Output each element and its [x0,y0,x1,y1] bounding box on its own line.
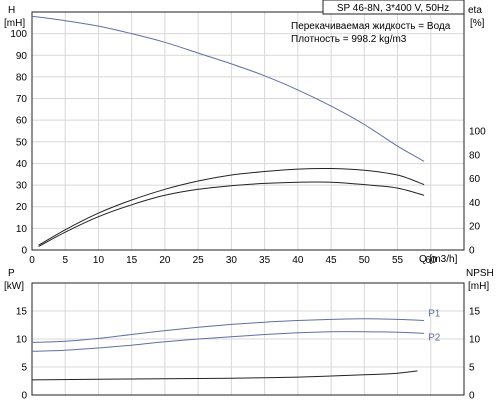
power-npsh-chart: P1 P2 0 5 10 15 0 5 10 15 P [kW] NPSH [mH] [4,268,494,400]
top-tick-labels: 0 5 10 15 20 25 30 35 40 45 50 55 60 0 10 20 30 40 50 60 70 8… [10,29,486,266]
chart-title-box [322,0,465,15]
npsh-axis-unit: [mH] [468,281,489,292]
efficiency-curve [38,181,425,247]
h-axis-label: H [8,5,15,16]
eta-tick-label: 100 [469,127,486,138]
top-gridlines [32,12,464,250]
x-tick-label: 60 [425,255,437,266]
h-tick-label: 20 [16,202,28,213]
x-axis-label: Q [m3/h] [419,254,458,265]
x-tick-label: 55 [392,255,404,266]
x-tick-label: 10 [93,255,105,266]
h-tick-label: 0 [21,246,27,257]
head-efficiency-chart: 0 5 10 15 20 25 30 35 40 45 50 55 60 0 10 20 30 40 50 60 70 8… [4,0,486,266]
chart-title: SP 46-8N, 3*400 V, 50Hz [337,3,449,14]
top-series-lines [31,15,425,247]
h-axis-unit: [mH] [4,18,25,29]
eta-tick-label: 20 [469,222,481,233]
bottom-tick-labels: 0 5 10 15 0 5 10 15 [16,307,481,400]
p-axis-unit: [kW] [4,281,24,292]
npsh-axis-label: NPSH [466,268,494,279]
info-liquid: Перекачиваемая жидкость = Вода [291,21,451,32]
eta-tick-label: 60 [469,174,481,185]
p-tick-label: 10 [16,335,28,346]
p-tick-label: 5 [21,363,27,374]
x-tick-label: 50 [359,255,371,266]
x-tick-label: 25 [193,255,205,266]
top-plot-frame [31,11,465,251]
npsh-tick-label: 0 [469,391,475,400]
x-tick-label: 40 [292,255,304,266]
npsh-tick-label: 10 [469,335,481,346]
bottom-gridlines [32,283,464,395]
x-tick-label: 30 [226,255,238,266]
x-tick-label: 5 [62,255,68,266]
p-axis-label: P [8,268,15,279]
h-tick-label: 80 [16,72,28,83]
x-tick-label: 35 [259,255,271,266]
h-tick-label: 70 [16,94,28,105]
h-tick-label: 90 [16,51,28,62]
power-curve-p2 [31,331,425,352]
eta-tick-label: 0 [469,246,475,257]
x-tick-label: 20 [159,255,171,266]
h-tick-label: 30 [16,181,28,192]
eta-tick-label: 40 [469,198,481,209]
x-tick-label: 0 [29,255,35,266]
h-tick-label: 50 [16,137,28,148]
series-label-p2: P2 [428,332,441,343]
npsh-curve [31,370,418,381]
eta-tick-label: 80 [469,150,481,161]
power-curve-p1 [31,318,425,343]
h-tick-label: 100 [10,29,27,40]
eta-axis-unit: [%] [470,18,485,29]
efficiency-curve [38,167,425,246]
bottom-series-lines: P1 P2 [31,309,441,381]
x-tick-label: 15 [126,255,138,266]
npsh-tick-label: 15 [469,307,481,318]
bottom-plot-frame [31,282,465,396]
h-tick-label: 60 [16,116,28,127]
h-tick-label: 40 [16,159,28,170]
npsh-tick-label: 5 [469,363,475,374]
series-label-p1: P1 [428,309,441,320]
x-tick-label: 45 [326,255,338,266]
eta-axis-label: eta [468,5,482,16]
p-tick-label: 15 [16,307,28,318]
p-tick-label: 0 [21,391,27,400]
info-density: Плотность = 998.2 kg/m3 [291,34,407,45]
h-tick-label: 10 [16,224,28,235]
head-curve [31,15,425,162]
